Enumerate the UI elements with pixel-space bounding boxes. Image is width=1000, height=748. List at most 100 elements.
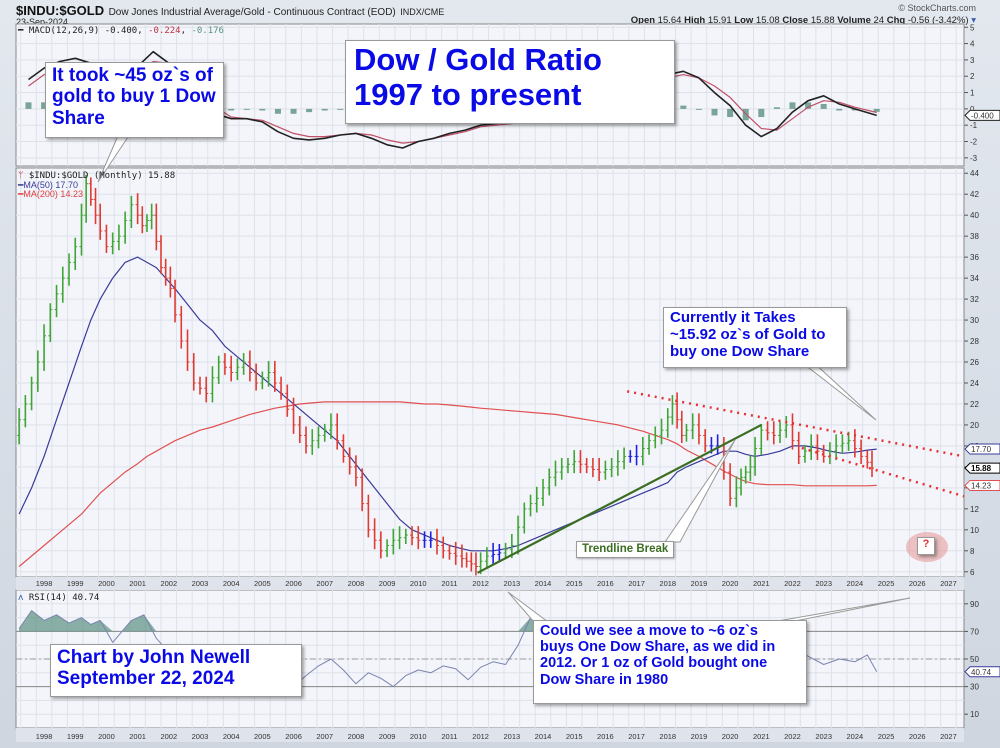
x-tick-label: 2015 bbox=[566, 732, 583, 741]
macd-signal-value: -0.224 bbox=[148, 26, 181, 36]
x-tick-label: 2013 bbox=[503, 732, 520, 741]
x-tick-label: 2026 bbox=[909, 579, 926, 588]
macd-histogram-bar bbox=[820, 103, 827, 109]
rsi-y-tick-label: 10 bbox=[970, 710, 979, 719]
x-tick-label: 2020 bbox=[722, 579, 739, 588]
x-tick-label: 2016 bbox=[597, 732, 614, 741]
current-annotation: Currently it Takes ~15.92 oz`s of Gold t… bbox=[663, 307, 847, 368]
ma50-last-value-tag: 17.70 bbox=[971, 445, 992, 454]
x-tick-label: 2000 bbox=[98, 579, 115, 588]
macd-histogram-bar bbox=[259, 108, 266, 111]
macd-y-tick-label: 0 bbox=[970, 105, 975, 114]
macd-histogram-bar bbox=[789, 102, 796, 109]
macd-histogram-bar bbox=[727, 108, 734, 118]
x-tick-label: 2002 bbox=[160, 579, 177, 588]
macd-y-tick-label: -1 bbox=[970, 121, 978, 130]
price-y-tick-label: 32 bbox=[970, 295, 979, 304]
current-line-2: ~15.92 oz`s of Gold to bbox=[670, 325, 826, 343]
macd-histogram-bar bbox=[695, 108, 702, 110]
x-tick-label: 1998 bbox=[36, 732, 53, 741]
price-y-tick-label: 34 bbox=[970, 274, 979, 283]
macd-histogram-bar bbox=[337, 108, 344, 110]
macd-swatch-icon: ━ bbox=[18, 26, 24, 36]
x-tick-label: 2005 bbox=[254, 732, 271, 741]
peak-line-1: It took ~45 oz`s of bbox=[52, 65, 213, 86]
price-y-tick-label: 36 bbox=[970, 253, 979, 262]
x-tick-label: 2001 bbox=[129, 579, 146, 588]
macd-legend: ━ MACD(12,26,9) -0.400, -0.224, -0.176 bbox=[18, 26, 224, 36]
rsi-last-value-tag: 40.74 bbox=[971, 668, 992, 677]
x-tick-label: 1999 bbox=[67, 579, 84, 588]
x-tick-label: 2021 bbox=[753, 732, 770, 741]
price-y-tick-label: 44 bbox=[970, 169, 979, 178]
x-tick-label: 2004 bbox=[223, 732, 240, 741]
macd-y-tick-label: 1 bbox=[970, 89, 975, 98]
ohlc-readout: Open 15.64 High 15.91 Low 15.08 Close 15… bbox=[631, 15, 976, 26]
ma200-legend: ━MA(200) 14.23 bbox=[18, 189, 83, 200]
price-y-tick-label: 20 bbox=[970, 421, 979, 430]
rsi-y-tick-label: 90 bbox=[970, 600, 979, 609]
question-marker: ? bbox=[906, 532, 948, 562]
macd-histogram-bar bbox=[758, 108, 765, 118]
x-tick-label: 2016 bbox=[597, 579, 614, 588]
price-y-tick-label: 28 bbox=[970, 337, 979, 346]
x-tick-label: 2014 bbox=[535, 579, 552, 588]
question-line-3: 2012. Or 1 oz of Gold bought one bbox=[540, 655, 768, 672]
x-tick-label: 2025 bbox=[878, 579, 895, 588]
trendline bbox=[477, 423, 762, 574]
symbol-title: $INDU:$GOLD bbox=[16, 3, 105, 18]
x-tick-label: 2008 bbox=[348, 579, 365, 588]
trendline-break-label: Trendline Break bbox=[576, 541, 675, 558]
x-tick-label: 2018 bbox=[659, 732, 676, 741]
x-tick-label: 2022 bbox=[784, 732, 801, 741]
ma200-legend-label: MA(200) 14.23 bbox=[23, 189, 83, 199]
x-tick-label: 2011 bbox=[441, 732, 457, 741]
macd-histogram-bar bbox=[243, 108, 250, 110]
x-tick-label: 2003 bbox=[192, 732, 209, 741]
x-tick-label: 2020 bbox=[722, 732, 739, 741]
price-y-tick-label: 26 bbox=[970, 358, 979, 367]
price-y-tick-label: 6 bbox=[970, 568, 975, 577]
author-annotation: Chart by John Newell September 22, 2024 bbox=[50, 644, 302, 697]
price-y-tick-label: 42 bbox=[970, 190, 979, 199]
rsi-last-value-tag-box bbox=[964, 666, 1000, 678]
x-tick-label: 2007 bbox=[316, 579, 333, 588]
dropdown-arrow-icon[interactable]: ▾ bbox=[971, 15, 976, 26]
ma200-last-value-tag: 14.23 bbox=[971, 481, 992, 490]
rsi-y-tick-label: 50 bbox=[970, 655, 979, 664]
question-mark-icon: ? bbox=[917, 537, 935, 555]
x-tick-label: 2014 bbox=[535, 732, 552, 741]
current-line-3: buy one Dow Share bbox=[670, 342, 810, 360]
stockcharts-watermark: © StockCharts.com bbox=[898, 3, 976, 13]
macd-histogram-bar bbox=[274, 108, 281, 114]
author-line-2: September 22, 2024 bbox=[57, 668, 235, 690]
macd-y-tick-label: 4 bbox=[970, 40, 975, 49]
price-y-tick-label: 24 bbox=[970, 379, 979, 388]
close-last-value-tag-box bbox=[964, 462, 1000, 474]
macd-y-tick-label: -2 bbox=[970, 138, 978, 147]
price-y-tick-label: 10 bbox=[970, 526, 979, 535]
x-tick-label: 2009 bbox=[379, 579, 396, 588]
x-tick-label: 2018 bbox=[659, 579, 676, 588]
macd-histogram-bar bbox=[228, 108, 235, 111]
x-tick-label: 2023 bbox=[815, 579, 832, 588]
x-tick-label: 2010 bbox=[410, 579, 427, 588]
symbol-description: Dow Jones Industrial Average/Gold - Cont… bbox=[108, 7, 396, 18]
macd-histogram-bar bbox=[321, 108, 328, 111]
x-tick-label: 2008 bbox=[348, 732, 365, 741]
x-tick-label: 1999 bbox=[67, 732, 84, 741]
macd-y-tick-label: 3 bbox=[970, 56, 975, 65]
macd-histogram-bar bbox=[306, 108, 313, 113]
x-tick-label: 2009 bbox=[379, 732, 396, 741]
ma200-swatch-icon: ━ bbox=[18, 189, 24, 199]
x-tick-label: 2001 bbox=[129, 732, 146, 741]
ma200-last-value-tag-box bbox=[964, 479, 1000, 491]
channel-upper-line bbox=[626, 390, 965, 458]
x-tick-label: 2019 bbox=[691, 732, 708, 741]
price-y-tick-label: 22 bbox=[970, 400, 979, 409]
open-value: 15.64 bbox=[657, 15, 682, 26]
macd-value: -0.400 bbox=[104, 26, 138, 36]
question-line-4: Dow Share in 1980 bbox=[540, 671, 669, 688]
open-label: Open bbox=[630, 15, 656, 26]
date-axis-strip-bottom bbox=[16, 728, 964, 742]
